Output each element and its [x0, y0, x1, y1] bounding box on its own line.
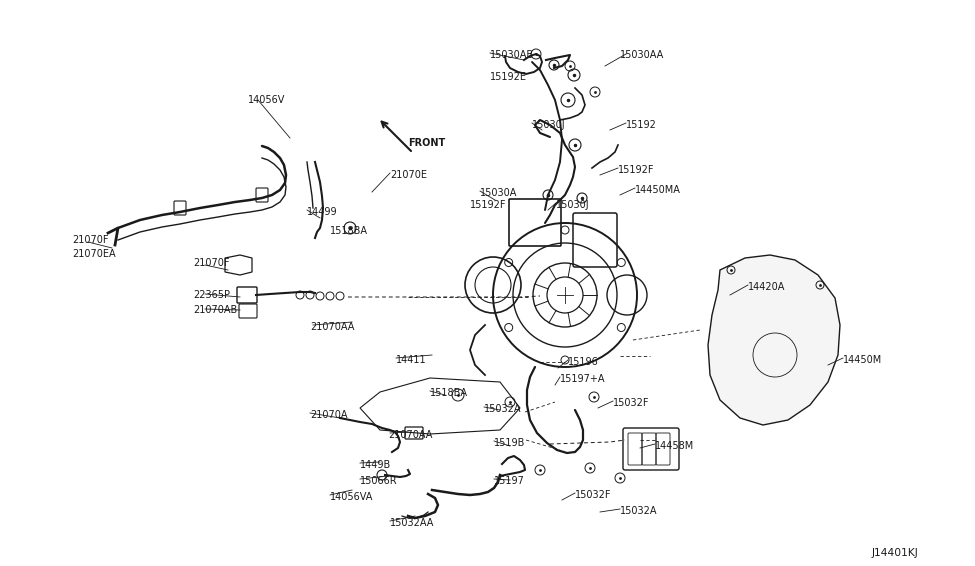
Text: 15066R: 15066R	[360, 476, 398, 486]
Text: 22365P: 22365P	[193, 290, 230, 300]
Text: 14450MA: 14450MA	[635, 185, 681, 195]
Text: 15197+A: 15197+A	[560, 374, 605, 384]
Text: 14450M: 14450M	[843, 355, 882, 365]
Text: 21070AB: 21070AB	[193, 305, 237, 315]
Text: 21070AA: 21070AA	[388, 430, 432, 440]
Text: 21070F: 21070F	[72, 235, 108, 245]
Text: 15032F: 15032F	[575, 490, 611, 500]
Text: 14056V: 14056V	[248, 95, 286, 105]
Text: 15030J: 15030J	[556, 200, 590, 210]
Text: 21070E: 21070E	[390, 170, 427, 180]
Text: 1519B: 1519B	[494, 438, 526, 448]
Text: 14499: 14499	[307, 207, 337, 217]
Text: 15030J: 15030J	[532, 120, 566, 130]
Text: 21070A: 21070A	[310, 410, 347, 420]
Text: 15032A: 15032A	[620, 506, 657, 516]
Text: 15032A: 15032A	[484, 404, 522, 414]
Text: 21070EA: 21070EA	[72, 249, 116, 259]
Text: 15032AA: 15032AA	[390, 518, 435, 528]
Text: 14056VA: 14056VA	[330, 492, 373, 502]
Text: 21070F: 21070F	[193, 258, 229, 268]
Text: 15192F: 15192F	[470, 200, 506, 210]
Text: 15030A: 15030A	[480, 188, 518, 198]
Text: 15032F: 15032F	[613, 398, 649, 408]
Text: FRONT: FRONT	[408, 138, 446, 148]
Text: 15030AB: 15030AB	[490, 50, 534, 60]
Text: 15192E: 15192E	[490, 72, 527, 82]
Text: 14458M: 14458M	[655, 441, 694, 451]
Text: 14420A: 14420A	[748, 282, 786, 292]
Polygon shape	[708, 255, 840, 425]
Text: 14411: 14411	[396, 355, 427, 365]
Text: 1518BA: 1518BA	[430, 388, 468, 398]
Text: 21070AA: 21070AA	[310, 322, 354, 332]
Text: 15196: 15196	[568, 357, 599, 367]
Text: 15192: 15192	[626, 120, 657, 130]
Text: J14401KJ: J14401KJ	[872, 548, 918, 558]
Text: 15030AA: 15030AA	[620, 50, 664, 60]
Text: 1518BA: 1518BA	[330, 226, 368, 236]
Circle shape	[753, 333, 797, 377]
Text: 15192F: 15192F	[618, 165, 654, 175]
Text: 1449B: 1449B	[360, 460, 391, 470]
Text: 15197: 15197	[494, 476, 525, 486]
